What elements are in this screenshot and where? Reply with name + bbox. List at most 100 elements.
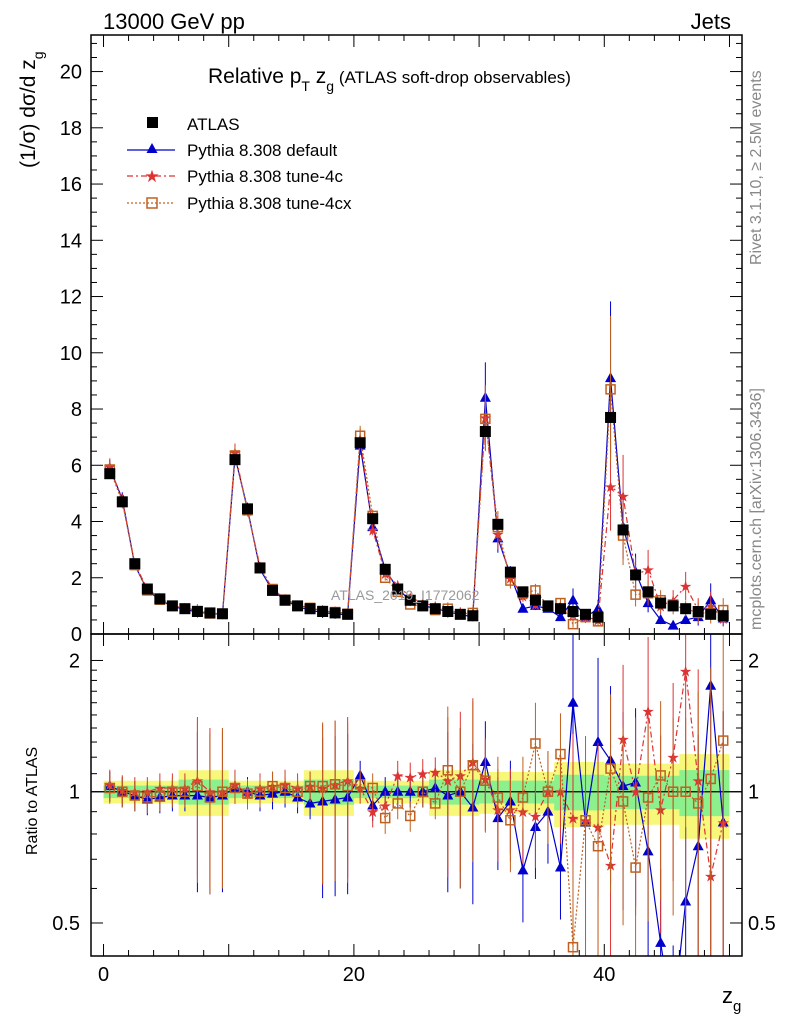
ratio-point	[567, 941, 579, 953]
atlas-point	[354, 437, 366, 449]
atlas-point	[429, 603, 441, 615]
ratio-point	[655, 936, 667, 947]
atlas-point	[204, 607, 216, 619]
y-label-text: (1/σ) dσ/d z	[17, 59, 40, 168]
atlas-point	[504, 566, 516, 578]
ratio-point	[229, 782, 241, 794]
ratio-point	[505, 815, 516, 826]
ratio-point: ★	[404, 770, 417, 787]
y-tick-label: 12	[60, 287, 82, 309]
legend: ATLAS Pythia 8.308 default ★ Pythia 8.30…	[127, 115, 352, 213]
ratio-y-tick-label-right: 0.5	[748, 913, 776, 935]
ratio-point	[605, 763, 616, 774]
ratio-point	[342, 780, 353, 792]
ratio-point: ★	[629, 784, 642, 801]
atlas-point	[154, 593, 166, 605]
ratio-point: ★	[529, 808, 542, 825]
ratio-point	[630, 862, 641, 873]
atlas-point	[367, 513, 379, 525]
atlas-point	[129, 558, 141, 570]
y-tick-label: 0	[71, 624, 82, 646]
ratio-point	[517, 864, 529, 875]
data-point	[605, 384, 616, 395]
ratio-point	[392, 798, 403, 809]
ratio-point	[417, 786, 429, 797]
ratio-point	[279, 782, 291, 794]
y-tick-label: 10	[60, 343, 82, 365]
ratio-y-tick-label-left: 1	[69, 782, 80, 804]
atlas-point	[379, 563, 391, 575]
x-tick-label: 0	[98, 964, 109, 986]
title-relative-p: Relative p	[208, 65, 301, 88]
data-point: ★	[679, 579, 692, 596]
atlas-point	[529, 594, 541, 606]
ratio-line-3	[109, 740, 724, 948]
ratio-point	[379, 785, 391, 796]
data-point	[567, 594, 579, 605]
ratio-point	[692, 798, 704, 809]
y-label-sub: g	[30, 51, 46, 59]
title-sub-g: g	[326, 78, 334, 94]
legend-atlas-marker	[147, 117, 158, 128]
ratio-y-tick-label-left: 0.5	[52, 913, 80, 935]
atlas-point	[229, 454, 241, 466]
analysis-watermark: ATLAS_2019_I1772062	[331, 587, 480, 603]
atlas-point	[655, 597, 667, 609]
atlas-point	[254, 562, 266, 574]
ratio-point: ★	[679, 664, 692, 681]
data-point	[554, 611, 566, 622]
ratio-point	[680, 786, 691, 797]
main-y-axis-label: (1/σ) dσ/d zg	[17, 51, 46, 168]
atlas-point	[642, 586, 654, 598]
legend-tune4c-marker: ★	[144, 167, 159, 186]
ratio-point	[717, 735, 729, 746]
data-point	[630, 589, 641, 600]
ratio-point	[304, 780, 316, 792]
ratio-point	[104, 782, 116, 794]
legend-default-marker	[146, 143, 158, 153]
data-point	[592, 602, 604, 613]
ratio-y-axis-label: Ratio to ATLAS	[24, 747, 41, 855]
ratio-point	[668, 1014, 679, 1024]
atlas-point	[179, 603, 191, 615]
atlas-point	[479, 426, 491, 438]
ratio-point	[379, 812, 391, 824]
atlas-point	[216, 608, 228, 620]
plot-title: Relative pT zg (ATLAS soft-drop observab…	[208, 65, 571, 94]
ratio-point	[705, 773, 716, 785]
ratio-point	[254, 786, 266, 797]
y-tick-label: 6	[71, 455, 82, 477]
ratio-point	[354, 779, 366, 790]
atlas-point	[454, 608, 466, 620]
ratio-y-tick-label-right: 1	[748, 782, 759, 804]
x-tick-label: 20	[343, 964, 365, 986]
ratio-point	[217, 786, 228, 797]
ratio-point	[492, 792, 504, 803]
header-jets-label: Jets	[691, 9, 731, 34]
main-panel-axes: 0 2 4 6 8 10 12 14 16 18 20	[60, 35, 742, 646]
ratio-panel-frame	[90, 633, 743, 957]
ratio-point	[142, 792, 153, 803]
data-point	[655, 613, 667, 624]
legend-atlas-label: ATLAS	[187, 115, 240, 134]
data-point: ★	[616, 489, 629, 506]
ratio-point: ★	[391, 768, 404, 785]
atlas-point	[705, 608, 717, 620]
legend-default-label: Pythia 8.308 default	[187, 141, 338, 160]
y-tick-label: 20	[60, 62, 82, 84]
atlas-point	[292, 600, 304, 612]
ratio-point: ★	[416, 766, 429, 783]
y-tick-label: 16	[60, 174, 82, 196]
atlas-point	[417, 600, 429, 612]
ratio-point: ★	[429, 764, 442, 781]
legend-tune4cx-marker	[146, 197, 158, 209]
atlas-point	[592, 611, 604, 623]
atlas-point	[141, 583, 153, 595]
y-tick-label: 2	[71, 568, 82, 590]
ratio-point	[555, 748, 566, 760]
ratio-point	[617, 796, 629, 807]
atlas-point	[630, 569, 642, 581]
ratio-point	[655, 770, 666, 781]
title-z: z	[310, 65, 326, 88]
ratio-point	[117, 786, 128, 797]
